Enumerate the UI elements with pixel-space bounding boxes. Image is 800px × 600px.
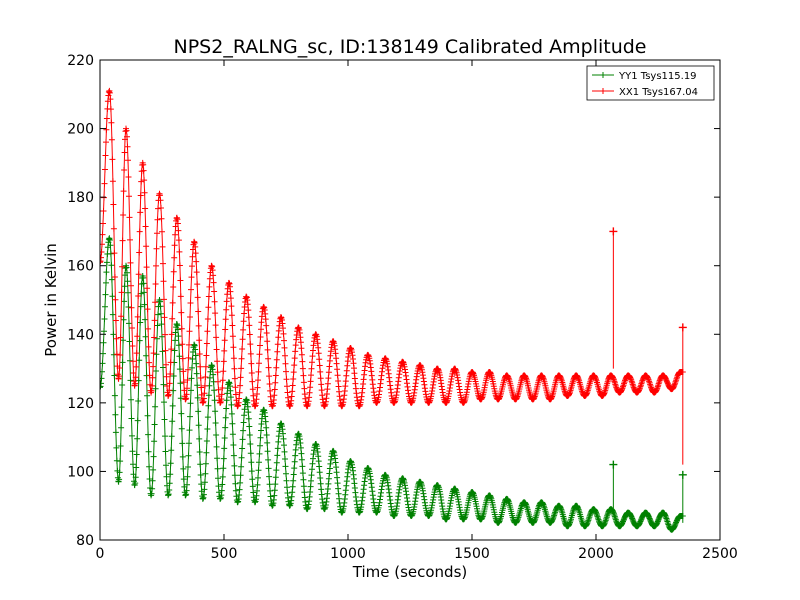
spike-marker: [678, 470, 687, 479]
x-tick-label: 2000: [578, 546, 614, 562]
series-markers: [100, 87, 686, 410]
y-tick-label: 200: [67, 122, 94, 138]
legend-label: YY1 Tsys115.19: [618, 71, 697, 82]
legend-box: [586, 65, 715, 101]
series-xx1: [100, 87, 687, 465]
legend: YY1 Tsys115.19 XX1 Tsys167.04: [586, 65, 715, 101]
y-tick-label: 220: [67, 53, 94, 69]
spike-marker: [609, 460, 618, 469]
y-axis-label: Power in Kelvin: [42, 243, 60, 357]
spike-marker: [678, 323, 687, 332]
x-tick-label: 0: [96, 546, 105, 562]
legend-label: XX1 Tsys167.04: [619, 87, 698, 98]
plot-frame: [99, 59, 721, 541]
y-tick-label: 120: [67, 396, 94, 412]
chart-title: NPS2_RALNG_sc, ID:138149 Calibrated Ampl…: [174, 36, 647, 58]
y-tick-label: 140: [67, 327, 94, 343]
x-tick-label: 500: [211, 546, 238, 562]
spike-marker: [609, 227, 618, 236]
y-tick-label: 80: [76, 533, 94, 549]
y-tick-label: 100: [67, 464, 94, 480]
x-tick-label: 1000: [330, 546, 366, 562]
series-yy1: [100, 235, 687, 533]
y-tick-label: 180: [67, 190, 94, 206]
x-tick-label: 2500: [702, 546, 738, 562]
y-tick-label: 160: [67, 259, 94, 275]
series-markers: [100, 235, 686, 533]
x-axis-label: Time (seconds): [352, 563, 468, 581]
x-tick-label: 1500: [454, 546, 490, 562]
legend-marker: [600, 88, 606, 94]
legend-marker: [600, 72, 606, 78]
